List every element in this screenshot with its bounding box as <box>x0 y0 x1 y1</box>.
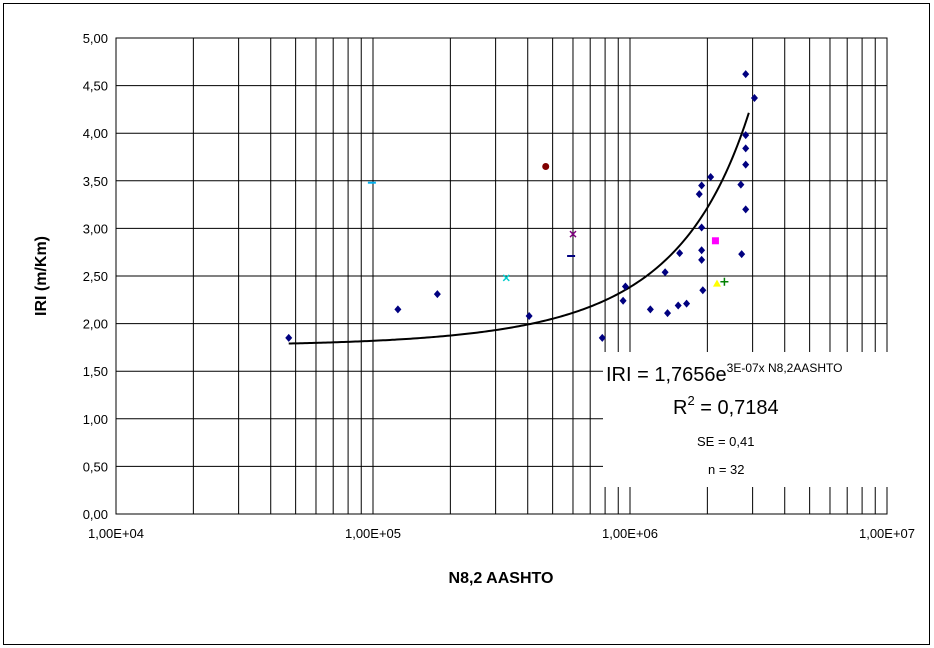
equation-box <box>603 352 903 487</box>
data-point <box>698 246 706 255</box>
r2-value: = 0,7184 <box>695 397 779 419</box>
data-point <box>598 333 606 342</box>
data-point <box>569 230 577 238</box>
data-point <box>742 205 750 214</box>
data-point <box>683 299 691 308</box>
y-tick-label: 2,00 <box>83 317 108 332</box>
tick-labels: 0,00 0,50 1,00 1,50 2,00 2,50 3,00 3,50 4,00 4,50… <box>83 31 915 541</box>
r2-main: R <box>673 397 687 419</box>
data-point <box>712 279 721 287</box>
y-tick-label: 4,00 <box>83 126 108 141</box>
data-point <box>619 296 627 305</box>
x-tick-label: 1,00E+06 <box>602 526 658 541</box>
data-point <box>621 282 629 291</box>
y-tick-label: 4,50 <box>83 79 108 94</box>
data-point <box>738 250 746 259</box>
y-tick-label: 3,00 <box>83 221 108 236</box>
standard-error: SE = 0,41 <box>697 434 754 449</box>
r-squared: R2 = 0,7184 <box>673 393 779 419</box>
y-tick-label: 5,00 <box>83 31 108 46</box>
data-point <box>525 311 533 320</box>
equation-superscript: 3E-07x N8,2AASHTO <box>727 361 843 375</box>
data-point <box>676 249 684 258</box>
data-point <box>711 237 719 245</box>
y-tick-label: 1,00 <box>83 412 108 427</box>
data-point <box>742 131 750 140</box>
data-point <box>502 274 510 282</box>
data-point <box>433 290 441 299</box>
data-point <box>720 277 729 286</box>
data-point <box>699 286 707 295</box>
y-tick-label: 0,00 <box>83 507 108 522</box>
x-tick-label: 1,00E+04 <box>88 526 144 541</box>
x-tick-label: 1,00E+07 <box>859 526 915 541</box>
data-point <box>698 255 706 264</box>
data-point <box>394 305 402 314</box>
data-point <box>646 305 654 314</box>
data-point <box>742 70 750 79</box>
data-point <box>542 163 550 171</box>
data-point <box>737 180 745 189</box>
trendline <box>288 112 750 345</box>
data-point <box>285 333 293 342</box>
y-tick-label: 2,50 <box>83 269 108 284</box>
trendline-group <box>288 112 750 345</box>
data-point <box>707 172 715 181</box>
y-tick-label: 0,50 <box>83 459 108 474</box>
data-point <box>661 268 669 277</box>
data-point <box>742 144 750 153</box>
y-tick-label: 3,50 <box>83 174 108 189</box>
data-point <box>698 223 706 232</box>
y-tick-label: 1,50 <box>83 364 108 379</box>
data-point <box>698 181 706 190</box>
r2-superscript: 2 <box>687 393 694 408</box>
x-tick-label: 1,00E+05 <box>345 526 401 541</box>
data-points <box>285 70 758 342</box>
x-axis-title: N8,2 AASHTO <box>449 570 554 587</box>
trend-equation: IRI = 1,7656e3E-07x N8,2AASHTO <box>606 361 842 386</box>
data-point <box>674 301 682 310</box>
data-point <box>750 93 758 102</box>
data-point <box>742 160 750 169</box>
data-point <box>664 309 672 318</box>
data-point <box>695 190 703 199</box>
sample-count: n = 32 <box>708 462 745 477</box>
y-axis-title: IRI (m/Km) <box>33 236 50 316</box>
plot-border <box>115 37 888 515</box>
equation-main: IRI = 1,7656e <box>606 364 727 386</box>
